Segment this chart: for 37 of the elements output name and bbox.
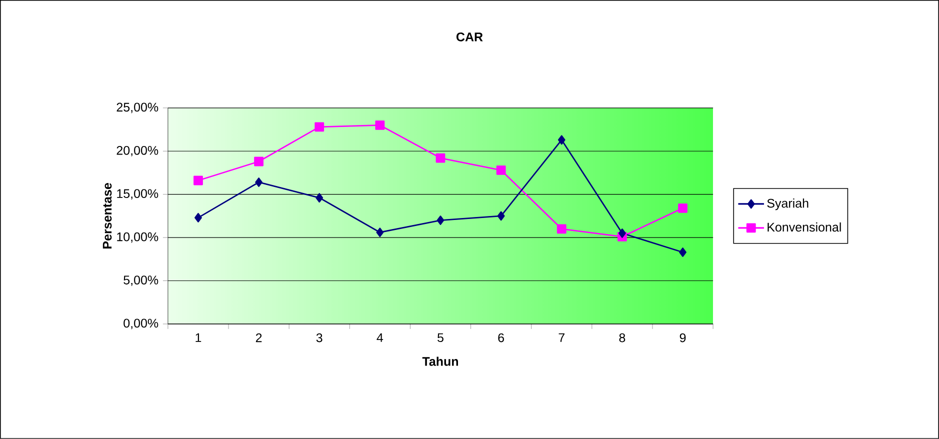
y-tick-label: 20,00%	[116, 146, 158, 156]
point	[678, 204, 688, 213]
point	[254, 156, 264, 166]
point	[375, 120, 385, 130]
x-tick-label: 2	[256, 333, 262, 342]
x-tick-label: 9	[680, 333, 686, 342]
x-tick-label: 3	[316, 333, 322, 342]
point	[556, 224, 566, 234]
point	[436, 216, 444, 226]
point	[255, 178, 262, 187]
y-tick-label: 5,00%	[124, 276, 158, 286]
y-tick-label: 10,00%	[117, 232, 158, 243]
point	[436, 153, 446, 163]
x-tick-label: 6	[498, 333, 504, 342]
point	[497, 211, 505, 221]
chart-title: CAR	[456, 32, 483, 42]
point	[496, 165, 506, 175]
point	[316, 193, 324, 203]
x-tick-label: 7	[558, 333, 564, 342]
x-axis-title: Tahun	[422, 356, 458, 366]
point	[558, 135, 566, 145]
y-tick-label: 15,00%	[117, 189, 158, 200]
x-tick-label: 4	[376, 333, 384, 342]
x-tick-label: 1	[196, 333, 202, 342]
legend-label: Syariah	[767, 198, 808, 210]
y-axis-title: Persentase	[102, 183, 112, 249]
point	[194, 176, 203, 186]
point	[376, 228, 384, 238]
point	[679, 248, 686, 257]
legend-label: Konvensional	[768, 222, 841, 232]
x-tick-label: 8	[619, 333, 626, 342]
y-tick-label: 25,00%	[116, 102, 158, 114]
point	[618, 228, 626, 238]
y-tick-label: 0,00%	[124, 318, 158, 330]
x-tick-label: 5	[438, 333, 444, 342]
point	[314, 122, 324, 132]
point	[194, 213, 202, 222]
